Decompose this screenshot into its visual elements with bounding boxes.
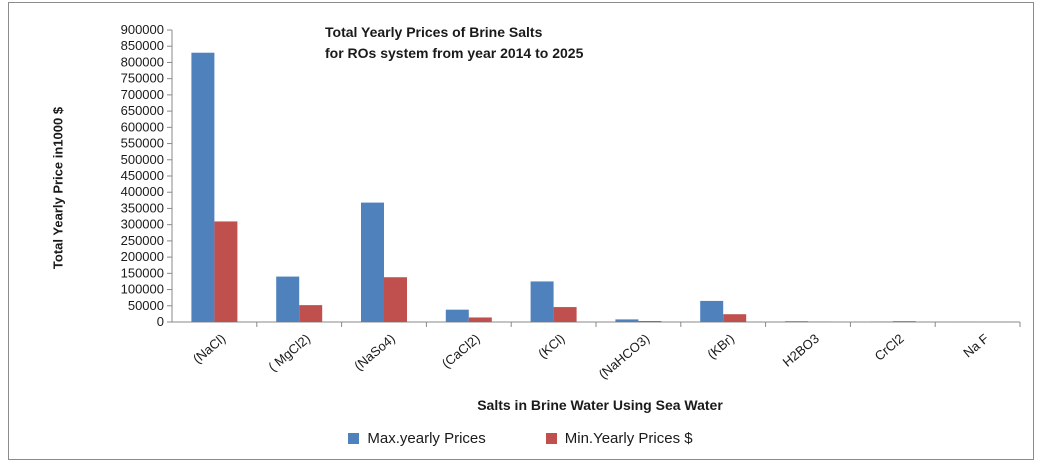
category-label: (NaHCO3) (596, 331, 653, 382)
y-tick-label: 250000 (121, 233, 164, 248)
chart-title: Total Yearly Prices of Brine Salts (325, 24, 543, 40)
bar-max (445, 309, 469, 322)
category-label: (NaSo4) (351, 331, 398, 374)
legend-swatch-min (545, 433, 557, 444)
bar-max (615, 319, 639, 322)
bar-min (468, 317, 492, 322)
bar-min (384, 277, 407, 322)
category-label: (KBr) (704, 331, 737, 362)
bar-max (361, 202, 384, 322)
bar-max (191, 52, 215, 322)
bar-min (299, 305, 323, 322)
chart-subtitle: for ROs system from year 2014 to 2025 (325, 45, 584, 61)
category-label: (NaCl) (190, 331, 228, 367)
bar-min (553, 307, 577, 322)
category-label: ( MgCl2) (265, 331, 313, 375)
legend-item-min: Min.Yearly Prices $ (545, 430, 693, 447)
y-axis-label: Total Yearly Price in1000 $ (50, 106, 66, 270)
y-tick-label: 600000 (121, 119, 164, 134)
bar-min (214, 221, 238, 322)
y-tick-label: 650000 (121, 103, 164, 118)
legend-label-max: Max.yearly Prices (367, 430, 486, 447)
bar-max (700, 300, 724, 322)
y-tick-label: 900000 (121, 22, 164, 37)
chart-frame (8, 2, 1034, 460)
bar-max (785, 321, 808, 322)
bar-min (892, 321, 916, 322)
y-tick-label: 400000 (121, 184, 164, 199)
y-tick-label: 300000 (121, 217, 164, 232)
y-tick-label: 750000 (121, 71, 164, 86)
legend: Max.yearly Prices Min.Yearly Prices $ (0, 430, 1041, 447)
bar-max (530, 281, 554, 322)
category-label: Na F (960, 331, 991, 361)
legend-item-max: Max.yearly Prices (348, 430, 486, 447)
y-tick-label: 200000 (121, 249, 164, 264)
legend-swatch-max (348, 433, 360, 444)
category-label: H2BO3 (780, 331, 822, 370)
y-tick-label: 100000 (121, 282, 164, 297)
legend-label-min: Min.Yearly Prices $ (564, 430, 693, 447)
y-tick-label: 50000 (128, 298, 164, 313)
y-tick-label: 350000 (121, 200, 164, 215)
category-label: (CaCl2) (439, 331, 483, 371)
y-tick-label: 0 (157, 314, 164, 329)
y-tick-label: 500000 (121, 152, 164, 167)
y-tick-label: 550000 (121, 136, 164, 151)
y-tick-label: 850000 (121, 38, 164, 53)
category-label: (KCl) (535, 331, 567, 362)
y-tick-label: 150000 (121, 265, 164, 280)
y-tick-label: 800000 (121, 54, 164, 69)
bar-min (723, 314, 747, 322)
y-tick-label: 450000 (121, 168, 164, 183)
category-label: CrCl2 (872, 331, 907, 364)
y-tick-label: 700000 (121, 87, 164, 102)
x-axis-label: Salts in Brine Water Using Sea Water (477, 397, 723, 413)
bar-max (276, 276, 300, 322)
bar-min (638, 321, 662, 322)
